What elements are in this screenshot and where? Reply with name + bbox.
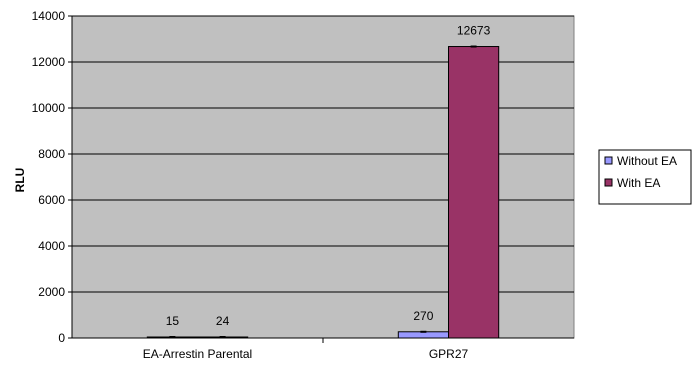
- y-tick-label: 12000: [32, 55, 66, 69]
- bars: 15 270 24 12673: [146, 24, 500, 339]
- legend-label: With EA: [617, 176, 660, 190]
- data-label: 24: [216, 314, 230, 328]
- y-tick-label: 6000: [38, 193, 65, 207]
- legend-label: Without EA: [617, 154, 677, 168]
- x-tick-label: GPR27: [429, 347, 469, 361]
- y-tick-label: 14000: [32, 9, 66, 23]
- y-tick-label: 0: [58, 331, 65, 345]
- y-tick-label: 10000: [32, 101, 66, 115]
- y-tick-label: 2000: [38, 285, 65, 299]
- axes: 0 2000 4000 6000 8000 10000 12000 14000 EA-Arres…: [32, 9, 574, 361]
- y-tick-label: 8000: [38, 147, 65, 161]
- y-tick-label: 4000: [38, 239, 65, 253]
- legend: Without EA With EA: [598, 149, 692, 205]
- x-tick-label: EA-Arrestin Parental: [143, 347, 252, 361]
- legend-swatch: [604, 156, 613, 165]
- data-label: 12673: [457, 24, 491, 38]
- bar-with-ea: [448, 46, 500, 339]
- y-axis-title: RLU: [13, 168, 27, 193]
- data-label: 15: [166, 314, 180, 328]
- data-label: 270: [413, 309, 433, 323]
- legend-box: [598, 149, 692, 205]
- legend-swatch: [604, 178, 613, 187]
